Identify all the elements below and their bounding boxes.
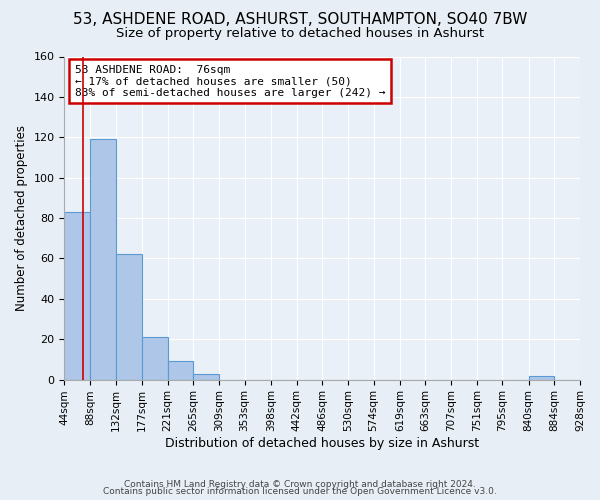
Text: Contains HM Land Registry data © Crown copyright and database right 2024.: Contains HM Land Registry data © Crown c… (124, 480, 476, 489)
Bar (193, 374, 219, 380)
Y-axis label: Number of detached properties: Number of detached properties (15, 125, 28, 311)
Bar (529, 376, 554, 380)
Bar (64, 212, 90, 380)
Text: 53 ASHDENE ROAD:  76sqm
← 17% of detached houses are smaller (50)
83% of semi-de: 53 ASHDENE ROAD: 76sqm ← 17% of detached… (75, 64, 385, 98)
Bar (142, 337, 167, 380)
Bar (90, 140, 116, 380)
X-axis label: Distribution of detached houses by size in Ashurst: Distribution of detached houses by size … (165, 437, 479, 450)
Text: Contains public sector information licensed under the Open Government Licence v3: Contains public sector information licen… (103, 488, 497, 496)
Text: Size of property relative to detached houses in Ashurst: Size of property relative to detached ho… (116, 28, 484, 40)
Bar (116, 254, 142, 380)
Text: 53, ASHDENE ROAD, ASHURST, SOUTHAMPTON, SO40 7BW: 53, ASHDENE ROAD, ASHURST, SOUTHAMPTON, … (73, 12, 527, 28)
Bar (167, 362, 193, 380)
